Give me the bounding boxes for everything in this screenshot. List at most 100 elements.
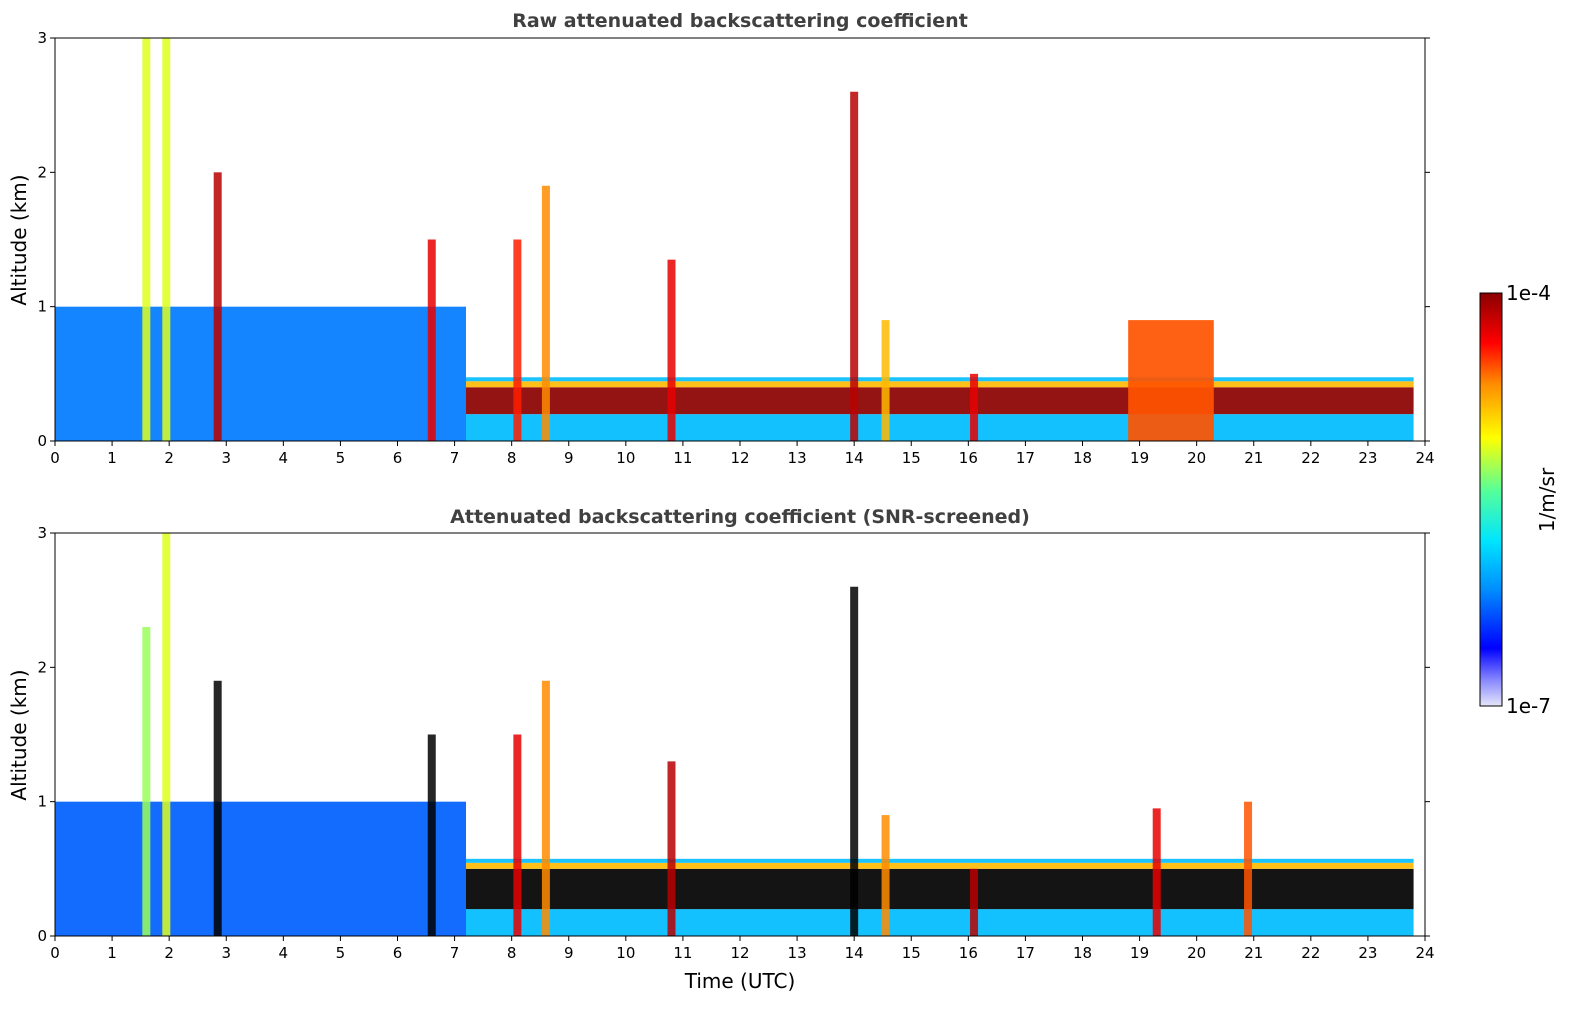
- plume: [541, 185, 550, 441]
- y-tick-label: 1: [37, 298, 47, 316]
- x-tick-label: 2: [164, 944, 174, 962]
- colorbar-unit-label: 1/m/sr: [1535, 467, 1559, 532]
- plume: [142, 38, 151, 441]
- x-tick-label: 6: [393, 944, 403, 962]
- raw-heatmap-area: [55, 38, 1414, 442]
- raw-y-axis-label: Altitude (km): [7, 174, 31, 305]
- x-tick-label: 15: [902, 449, 921, 467]
- x-tick-label: 6: [393, 449, 403, 467]
- plume: [427, 734, 436, 936]
- x-tick-label: 2: [164, 449, 174, 467]
- x-tick-label: 8: [507, 944, 517, 962]
- colorbar-min-label: 1e-7: [1506, 694, 1551, 718]
- y-tick-label: 2: [37, 658, 47, 676]
- aerosol-layer: [55, 801, 466, 936]
- y-tick-label: 2: [37, 163, 47, 181]
- x-tick-label: 12: [730, 449, 749, 467]
- plume: [970, 373, 979, 441]
- x-tick-label: 3: [221, 449, 231, 467]
- plume: [881, 320, 890, 441]
- x-tick-label: 20: [1187, 449, 1206, 467]
- plume: [513, 734, 522, 936]
- aerosol-layer: [466, 414, 1414, 441]
- colorbar-gradient: [1479, 292, 1503, 707]
- x-tick-label: 12: [730, 944, 749, 962]
- aerosol-layer: [466, 387, 1414, 415]
- x-tick-label: 10: [616, 944, 635, 962]
- x-tick-label: 17: [1016, 449, 1035, 467]
- x-tick-label: 11: [673, 449, 692, 467]
- y-tick-label: 1: [37, 793, 47, 811]
- x-tick-label: 5: [336, 944, 346, 962]
- x-tick-label: 21: [1244, 944, 1263, 962]
- layer-edge: [466, 377, 1414, 382]
- screened-y-axis-label: Altitude (km): [7, 669, 31, 800]
- x-tick-label: 0: [50, 449, 60, 467]
- x-tick-label: 22: [1301, 944, 1320, 962]
- x-tick-label: 20: [1187, 944, 1206, 962]
- x-tick-label: 17: [1016, 944, 1035, 962]
- aerosol-layer: [466, 909, 1414, 936]
- plume: [850, 586, 859, 936]
- plume: [1152, 808, 1161, 936]
- screened-panel-title: Attenuated backscattering coefficient (S…: [450, 506, 1030, 528]
- x-tick-label: 21: [1244, 449, 1263, 467]
- raw-y-axis: 0 1 2 3: [37, 29, 1430, 450]
- x-tick-label: 16: [959, 449, 978, 467]
- x-tick-label: 1: [107, 449, 117, 467]
- x-tick-label: 19: [1130, 944, 1149, 962]
- plume: [1244, 801, 1253, 936]
- screened-heatmap-area: [55, 533, 1414, 936]
- x-tick-label: 23: [1358, 944, 1377, 962]
- x-tick-label: 24: [1415, 449, 1434, 467]
- x-tick-label: 18: [1073, 944, 1092, 962]
- plume: [881, 815, 890, 936]
- plume: [970, 868, 979, 936]
- snr-screened-panel: Attenuated backscattering coefficient (S…: [7, 506, 1435, 993]
- x-tick-label: 14: [845, 944, 864, 962]
- plume: [213, 172, 222, 442]
- layer-edge: [466, 858, 1414, 863]
- x-tick-label: 9: [564, 944, 574, 962]
- x-tick-label: 13: [788, 449, 807, 467]
- x-tick-label: 5: [336, 449, 346, 467]
- x-tick-label: 8: [507, 449, 517, 467]
- x-tick-label: 7: [450, 449, 460, 467]
- x-tick-label: 11: [673, 944, 692, 962]
- x-tick-label: 10: [616, 449, 635, 467]
- plume: [513, 239, 522, 441]
- x-tick-label: 1: [107, 944, 117, 962]
- y-tick-label: 3: [37, 29, 47, 47]
- layer-edge: [466, 381, 1414, 388]
- screened-y-axis: 0 1 2 3: [37, 524, 1430, 945]
- x-tick-label: 4: [279, 449, 289, 467]
- x-tick-label: 22: [1301, 449, 1320, 467]
- colorbar-max-label: 1e-4: [1506, 281, 1551, 305]
- x-tick-label: 9: [564, 449, 574, 467]
- x-tick-label: 23: [1358, 449, 1377, 467]
- plume: [142, 627, 151, 936]
- raw-backscatter-panel: Raw attenuated backscattering coefficien…: [7, 10, 1435, 467]
- x-tick-label: 24: [1415, 944, 1434, 962]
- plume: [667, 761, 676, 936]
- x-tick-label: 7: [450, 944, 460, 962]
- x-tick-label: 4: [279, 944, 289, 962]
- plume: [667, 259, 676, 441]
- aerosol-layer: [466, 868, 1414, 910]
- y-tick-label: 0: [37, 927, 47, 945]
- x-tick-label: 15: [902, 944, 921, 962]
- plume: [213, 680, 222, 936]
- x-tick-label: 16: [959, 944, 978, 962]
- aerosol-layer: [1128, 320, 1214, 441]
- x-axis-label: Time (UTC): [684, 969, 796, 993]
- y-tick-label: 0: [37, 432, 47, 450]
- x-tick-label: 0: [50, 944, 60, 962]
- aerosol-layer: [55, 306, 466, 441]
- plume: [850, 91, 859, 441]
- raw-panel-title: Raw attenuated backscattering coefficien…: [512, 10, 968, 32]
- raw-x-axis: 0 1 2 3 4 5 6 7 8 9 10 11 12 13 14 15 16 17 18 19 20 21 22 23 24: [50, 441, 1435, 467]
- colorbar: 1e-4 1e-7 1/m/sr: [1479, 281, 1559, 718]
- y-tick-label: 3: [37, 524, 47, 542]
- plume: [162, 533, 171, 936]
